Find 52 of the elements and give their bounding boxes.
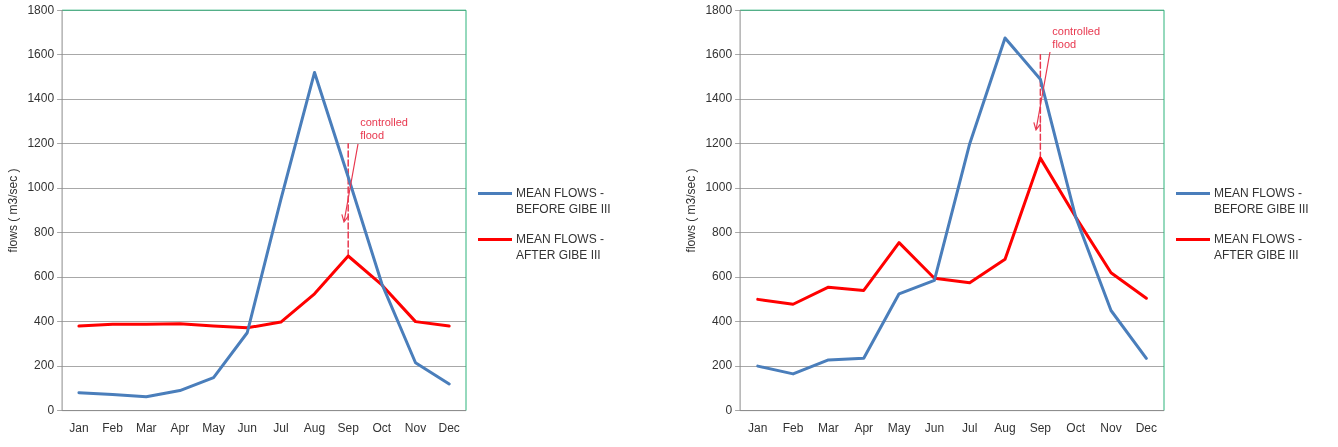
x-tick-label: Feb [782, 421, 804, 436]
y-tick-label: 1000 [27, 180, 55, 195]
legend-label: MEAN FLOWS - BEFORE GIBE III [516, 184, 612, 217]
y-tick-label: 1400 [27, 91, 55, 106]
y-tick-label: 400 [34, 313, 55, 328]
x-tick-label: Oct [372, 421, 392, 436]
x-tick-label: Feb [102, 421, 124, 436]
x-tick-label: Oct [1066, 421, 1086, 436]
y-tick-label: 200 [712, 358, 733, 373]
annotation: controlled flood [360, 116, 408, 142]
y-tick-label: 800 [34, 224, 55, 239]
x-tick-label: Dec [438, 421, 460, 436]
y-tick-label: 200 [34, 358, 55, 373]
x-tick-label: Jan [748, 421, 768, 436]
x-tick-label: Aug [303, 421, 326, 436]
x-tick-label: Apr [854, 421, 874, 436]
x-tick-label: Aug [994, 421, 1016, 436]
x-tick-label: Jun [924, 421, 945, 436]
y-tick-label: 1400 [705, 91, 733, 106]
x-tick-label: May [202, 421, 225, 436]
x-tick-label: May [887, 421, 911, 436]
y-tick-label: 1800 [705, 2, 733, 17]
y-axis-title: flows ( m3/sec ) [5, 168, 20, 253]
y-axis-title: flows ( m3/sec ) [683, 168, 698, 253]
y-tick-label: 1000 [705, 180, 733, 195]
y-tick-label: 600 [34, 269, 55, 284]
y-tick-label: 400 [712, 313, 733, 328]
y-tick-label: 1800 [27, 2, 55, 17]
annotation: controlled flood [1052, 24, 1101, 50]
x-tick-label: Apr [170, 421, 190, 436]
x-tick-label: Jul [273, 421, 289, 436]
x-tick-label: Mar [818, 421, 839, 436]
x-tick-label: Jul [962, 421, 978, 436]
x-tick-label: Jun [237, 421, 257, 436]
y-tick-label: 1200 [705, 135, 733, 150]
y-tick-label: 1600 [27, 47, 55, 61]
legend-label: MEAN FLOWS - BEFORE GIBE III [1214, 184, 1310, 217]
y-tick-label: 0 [47, 402, 55, 417]
legend-label: MEAN FLOWS - AFTER GIBE III [516, 230, 605, 263]
x-tick-label: Sep [337, 421, 360, 436]
legend-label: MEAN FLOWS - AFTER GIBE III [1214, 230, 1303, 263]
x-tick-label: Nov [1100, 421, 1122, 436]
y-tick-label: 800 [712, 224, 733, 239]
y-tick-label: 1200 [27, 135, 55, 150]
y-tick-label: 1600 [705, 47, 733, 61]
x-tick-label: Mar [135, 421, 157, 436]
x-tick-label: Jan [69, 421, 89, 436]
x-tick-label: Dec [1135, 421, 1158, 436]
y-tick-label: 600 [712, 269, 733, 284]
x-tick-label: Nov [404, 421, 427, 436]
y-tick-label: 0 [725, 402, 733, 417]
x-tick-label: Sep [1029, 421, 1052, 436]
